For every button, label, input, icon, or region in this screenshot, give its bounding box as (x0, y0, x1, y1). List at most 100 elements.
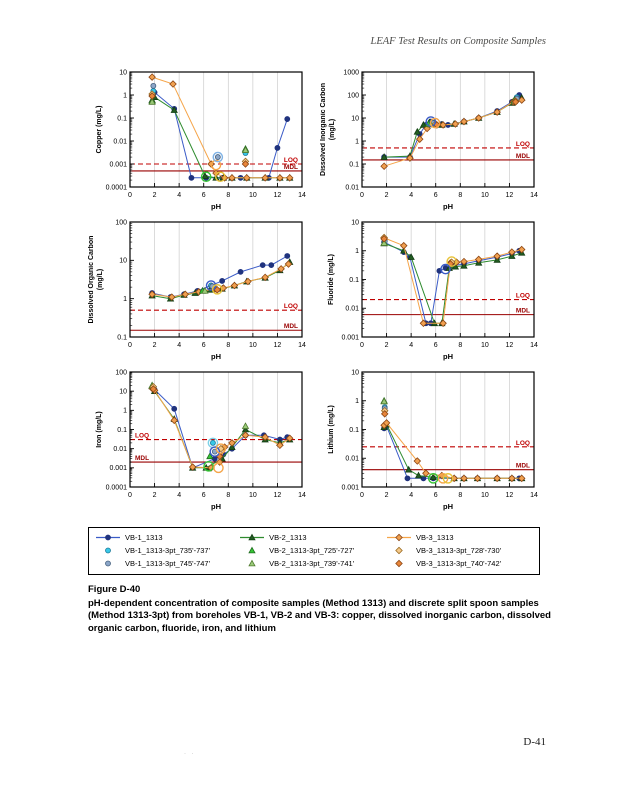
series-VB-3-1313-3pt-728--730- (431, 97, 520, 128)
y-tick-label: 0.01 (113, 138, 127, 145)
diamond-marker (241, 160, 250, 168)
y-tick-label: 0.1 (349, 277, 359, 284)
legend-item: VB-2_1313-3pt_739'-741' (239, 557, 386, 570)
triangle-marker (241, 146, 250, 153)
y-tick-label: 0.01 (345, 306, 359, 313)
legend-item-label: VB-3_1313-3pt_728'-730' (416, 546, 502, 555)
page-number: D-41 (523, 736, 546, 748)
triangle-marker (206, 452, 214, 460)
y-tick-label: 0.01 (345, 456, 359, 463)
y-tick-label: 1 (355, 138, 359, 145)
x-tick-label: 2 (385, 192, 389, 199)
triangle-marker (380, 153, 388, 160)
diamond-marker (473, 474, 482, 483)
triangle-marker (170, 106, 178, 113)
y-tick-label: 1 (123, 92, 127, 99)
highlight-ring (215, 171, 226, 183)
series-VB-3-1313-3pt-740--742- (380, 410, 389, 418)
diamond-marker (276, 174, 284, 182)
highlight-ring (440, 263, 451, 275)
series-VB-2-1313-3pt-739--741- (380, 239, 388, 246)
loq-label: LOQ (135, 433, 149, 440)
y-tick-label: 1 (123, 296, 127, 303)
diamond-marker (244, 277, 252, 286)
diamond-marker (169, 80, 177, 88)
highlight-ring (210, 159, 222, 171)
y-tick-label: 0.0001 (106, 484, 128, 491)
diamond-marker (413, 457, 422, 465)
mdl-label: MDL (284, 323, 298, 330)
series-VB-3-1313 (380, 419, 526, 483)
loq-label: LOQ (516, 293, 530, 300)
legend-column-vb2: VB-2_1313 VB-2_1313-3pt_725'-727' VB-2_131… (239, 531, 386, 570)
circle-marker (150, 82, 157, 89)
x-tick-label: 0 (360, 192, 364, 199)
legend-item: VB-2_1313-3pt_725'-727' (239, 544, 386, 557)
mdl-label: MDL (135, 455, 149, 462)
x-axis-title: pH (443, 202, 453, 211)
loq-label: LOQ (284, 303, 298, 310)
x-tick-label: 8 (226, 492, 230, 499)
plot-border (129, 221, 303, 338)
y-tick-label: 1000 (343, 69, 359, 76)
triangle-marker (248, 546, 256, 554)
diamond-marker (474, 114, 483, 122)
series-VB-2-1313-3pt-739--741- (201, 286, 209, 294)
series-VB-2-1313 (148, 93, 294, 181)
x-tick-label: 10 (481, 192, 489, 199)
x-tick-label: 6 (434, 192, 438, 199)
y-tick-label: 0.1 (117, 115, 127, 122)
diamond-marker (517, 474, 526, 483)
y-axis-title: Dissolved Inorganic Carbon (mg/L) (320, 83, 336, 176)
diamond-marker (508, 474, 516, 483)
x-tick-label: 2 (385, 492, 389, 499)
y-tick-label: 0.001 (109, 161, 127, 168)
diamond-marker (170, 416, 178, 425)
legend-item: VB-1_1313-3pt_735'-737' (95, 544, 239, 557)
x-tick-label: 4 (177, 492, 181, 499)
circle-legend-marker-icon (105, 560, 111, 567)
highlight-ring (215, 443, 227, 454)
series-VB-3-1313-3pt-740--742- (380, 235, 455, 268)
x-tick-label: 6 (202, 342, 206, 349)
diamond-marker (230, 281, 239, 290)
series-VB-1-1313-3pt-735--737- (429, 94, 520, 126)
x-tick-label: 4 (409, 492, 413, 499)
x-tick-label: 0 (360, 342, 364, 349)
x-axis-title: pH (211, 352, 221, 361)
diamond-marker (148, 92, 156, 100)
page-header-title: LEAF Test Results on Composite Samples (370, 36, 547, 47)
diamond-legend-marker-icon (395, 546, 403, 555)
x-tick-label: 4 (177, 192, 181, 199)
diamond-marker (148, 73, 156, 81)
diamond-marker (168, 293, 176, 301)
mdl-label: MDL (516, 463, 530, 470)
x-tick-label: 14 (298, 342, 306, 349)
y-tick-label: 0.1 (117, 334, 127, 341)
x-tick-label: 10 (481, 342, 489, 349)
loq-label: LOQ (516, 141, 530, 148)
triangle-marker (201, 172, 209, 179)
y-axis-title: Copper (mg/L) (96, 106, 103, 154)
loq-label: LOQ (284, 157, 298, 164)
triangle-marker (241, 422, 250, 429)
y-tick-label: 100 (347, 92, 359, 99)
legend-item-label: VB-2_1313 (269, 533, 307, 542)
series-VB-1-1313-3pt-745--747- (150, 82, 221, 160)
series-VB-3-1313-3pt-728--730- (380, 233, 456, 266)
circle-marker (284, 116, 291, 122)
circle-marker (105, 547, 111, 554)
diamond-marker (406, 154, 414, 162)
mdl-label: MDL (284, 164, 298, 171)
x-tick-label: 6 (202, 192, 206, 199)
legend-item-label: VB-1_1313-3pt_735'-737' (125, 546, 211, 555)
series-VB-3-1313 (148, 73, 294, 182)
diamond-marker (419, 319, 428, 328)
diamond-marker (241, 431, 250, 440)
y-tick-label: 10 (119, 69, 127, 76)
figure-charts-grid: LOQ MDL 10 1 0.1 0.01 0.001 0.0001 0 2 4 6 8 10 12 14 pH… (88, 66, 540, 516)
series-VB-2-1313 (380, 239, 526, 327)
x-tick-label: 0 (128, 192, 132, 199)
highlight-ring (212, 151, 224, 163)
diamond-marker (474, 255, 483, 264)
